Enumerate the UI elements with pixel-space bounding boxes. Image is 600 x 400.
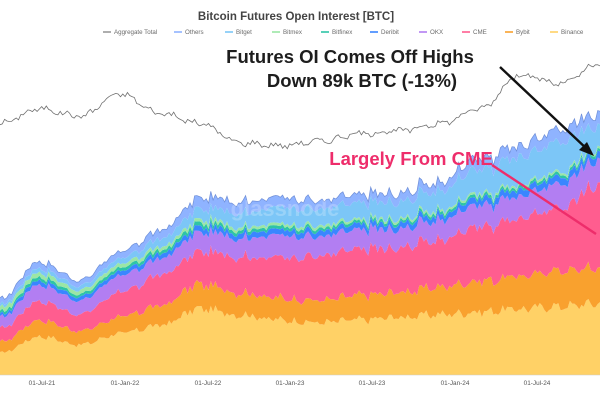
area-okx [0, 157, 600, 328]
stacked-areas [0, 110, 600, 375]
legend-label: Bitfinex [332, 29, 353, 36]
area-bitget [0, 123, 600, 308]
x-tick-label: 01-Jan-22 [111, 380, 140, 387]
legend-label: Binance [561, 29, 584, 36]
x-axis: 01-Jul-21 01-Jan-22 01-Jul-22 01-Jan-23 01-J… [0, 374, 600, 387]
arrow-oi-head [579, 142, 594, 156]
legend-label: CME [473, 29, 487, 36]
legend-item-others[interactable]: Others [174, 29, 204, 36]
x-tick-label: 01-Jul-22 [195, 380, 222, 387]
legend-item-binance[interactable]: Binance [550, 29, 584, 36]
x-tick-label: 01-Jan-23 [276, 380, 305, 387]
legend-item-bybit[interactable]: Bybit [505, 29, 530, 36]
legend-label: Bitget [236, 29, 252, 36]
overlay-lines [0, 63, 600, 150]
annotation-cme: Largely From CME [329, 148, 492, 169]
legend-item-bitfinex[interactable]: Bitfinex [321, 29, 353, 36]
area-bybit [0, 261, 600, 353]
legend-label: Aggregate Total [114, 29, 157, 36]
legend-item-deribit[interactable]: Deribit [370, 29, 399, 36]
area-bitfinex [0, 147, 600, 315]
area-cme [0, 180, 600, 342]
x-tick-label: 01-Jan-24 [441, 380, 470, 387]
chart-legend: Aggregate Total Others Bitget Bitmex Bitfine… [103, 29, 584, 36]
x-tick-label: 01-Jul-24 [524, 380, 551, 387]
area-binance [0, 299, 600, 375]
legend-label: Others [185, 29, 204, 36]
area-bitmex [0, 145, 600, 312]
legend-item-cme[interactable]: CME [462, 29, 487, 36]
chart-title: Bitcoin Futures Open Interest [BTC] [198, 11, 394, 23]
annotations: Futures OI Comes Off Highs Down 89k BTC … [226, 46, 597, 235]
watermark: glassnode [231, 196, 340, 221]
annotation-oi-line2: Down 89k BTC (-13%) [267, 70, 457, 91]
legend-item-okx[interactable]: OKX [419, 29, 443, 36]
legend-label: Bitmex [283, 29, 303, 36]
legend-item-bitget[interactable]: Bitget [225, 29, 252, 36]
area-others [0, 110, 600, 305]
legend-label: Deribit [381, 29, 399, 36]
area-deribit [0, 150, 600, 318]
legend-label: OKX [430, 29, 443, 36]
x-tick-label: 01-Jul-21 [29, 380, 56, 387]
line-price [0, 63, 600, 150]
arrow-oi-shaft [499, 66, 589, 151]
arrow-cme-shaft [491, 164, 597, 235]
legend-label: Bybit [516, 29, 530, 36]
x-tick-label: 01-Jul-23 [359, 380, 386, 387]
legend-item-aggregate-total[interactable]: Aggregate Total [103, 29, 157, 36]
annotation-oi-line1: Futures OI Comes Off Highs [226, 46, 474, 67]
legend-item-bitmex[interactable]: Bitmex [272, 29, 303, 36]
line-aggregate-total [0, 110, 600, 300]
